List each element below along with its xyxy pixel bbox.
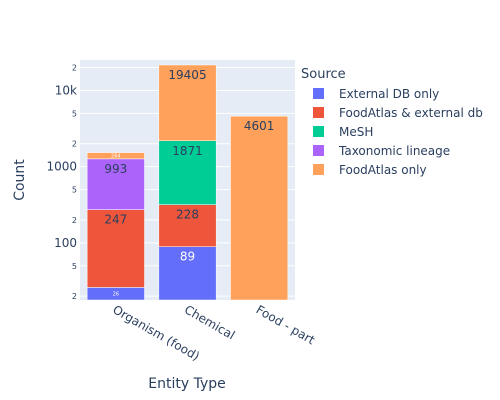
x-axis-ticks: Organism (food)Chemical Food - part	[110, 302, 317, 363]
legend-item-label[interactable]: Taxonomic lineage	[338, 144, 450, 158]
bar-segment[interactable]	[158, 246, 217, 301]
y-tick-label: 5	[72, 262, 77, 271]
y-tick-label: 2	[72, 292, 77, 301]
legend-swatch[interactable]	[313, 107, 324, 118]
legend-title[interactable]: Source	[301, 67, 346, 82]
bar-segment[interactable]	[230, 115, 289, 301]
x-axis-title: Entity Type	[148, 376, 225, 392]
y-tick-label: 5	[72, 186, 77, 195]
y-tick-label: 2	[72, 64, 77, 73]
bar-segment[interactable]	[158, 64, 217, 142]
bar-segment[interactable]	[158, 204, 217, 247]
bar-segment[interactable]	[86, 158, 145, 210]
bar-data-label: 1871	[172, 144, 203, 158]
y-tick-label: 1000	[46, 160, 77, 174]
bar-segment[interactable]	[86, 152, 145, 160]
legend-swatch[interactable]	[313, 126, 324, 137]
bars	[86, 64, 289, 301]
y-axis-title: Count	[12, 159, 28, 201]
bar-data-label: 993	[104, 162, 127, 176]
y-tick-label: 10k	[55, 83, 77, 97]
y-axis-ticks: 2 5 100 2 5 1000 2 5 10k 2	[46, 64, 77, 302]
legend-item-label[interactable]: FoodAtlas & external db	[339, 106, 483, 120]
legend-swatch[interactable]	[313, 164, 324, 175]
bar-data-label: 247	[104, 213, 127, 227]
x-tick-label: Food - part	[254, 302, 318, 347]
bar-data-label: 89	[180, 250, 195, 264]
legend-item-label[interactable]: FoodAtlas only	[339, 163, 427, 177]
legend-item-label[interactable]: External DB only	[339, 87, 439, 101]
y-tick-label: 100	[54, 236, 77, 250]
bar-data-label: 264	[111, 154, 121, 160]
legend-swatch[interactable]	[313, 88, 324, 99]
bar-segment[interactable]	[86, 209, 145, 288]
bar-data-label: 228	[176, 208, 199, 222]
bar-data-label: 4601	[244, 119, 275, 133]
legend: External DB only FoodAtlas & external db M…	[313, 87, 483, 177]
y-tick-label: 2	[72, 216, 77, 225]
y-tick-label: 5	[72, 109, 77, 118]
legend-swatch[interactable]	[313, 145, 324, 156]
y-tick-label: 2	[72, 140, 77, 149]
data-labels: 26 247 993 264 89 228 1871 19405 4601	[104, 68, 274, 298]
bar-data-label: 19405	[168, 68, 206, 82]
x-tick-label: Chemical	[182, 302, 237, 342]
legend-item-label[interactable]: MeSH	[339, 125, 373, 139]
bar-data-label: 26	[113, 292, 119, 298]
